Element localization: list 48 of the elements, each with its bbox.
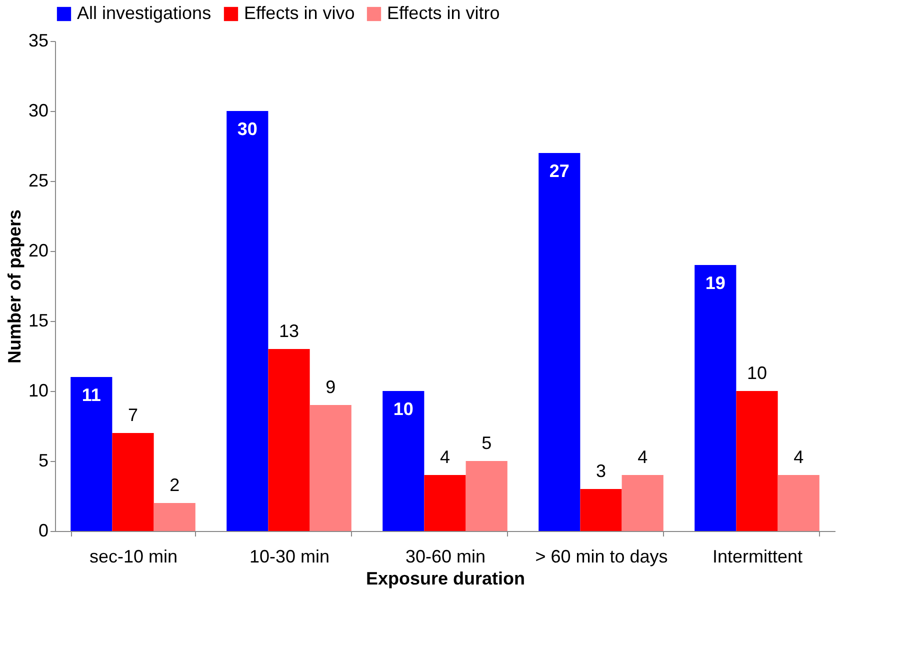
- data-label: 11: [82, 385, 101, 405]
- x-axis-title: Exposure duration: [366, 568, 526, 588]
- bar: [382, 391, 424, 531]
- y-tick-label: 0: [38, 520, 48, 540]
- bar: [112, 433, 154, 531]
- x-tick-label: 10-30 min: [249, 546, 330, 566]
- data-label: 9: [326, 377, 336, 397]
- bar: [268, 349, 310, 531]
- bar: [580, 489, 622, 531]
- bar: [466, 461, 508, 531]
- y-tick-label: 20: [28, 240, 48, 260]
- data-label: 7: [128, 405, 138, 425]
- y-tick-label: 30: [28, 100, 48, 120]
- bar: [538, 153, 580, 531]
- data-label: 13: [278, 321, 300, 341]
- y-tick-label: 15: [28, 310, 48, 330]
- y-tick-label: 10: [28, 380, 48, 400]
- bar: [226, 111, 268, 531]
- bar: [424, 475, 466, 531]
- legend-label: All investigations: [77, 3, 212, 23]
- data-label: 10: [393, 399, 414, 419]
- data-label: 4: [794, 447, 804, 467]
- y-tick-label: 5: [38, 450, 48, 470]
- bar: [778, 475, 820, 531]
- data-label: 30: [237, 119, 258, 139]
- data-label: 3: [596, 461, 606, 481]
- x-tick-label: 30-60 min: [405, 546, 486, 566]
- bar: [694, 265, 736, 531]
- data-label: 4: [440, 447, 450, 467]
- y-tick-label: 35: [28, 30, 48, 50]
- data-label: 10: [746, 363, 768, 383]
- bar: [622, 475, 664, 531]
- x-tick-label: > 60 min to days: [535, 546, 668, 566]
- x-tick-label: sec-10 min: [89, 546, 178, 566]
- legend-label: Effects in vitro: [387, 3, 500, 23]
- data-label: 27: [549, 161, 570, 181]
- y-tick-label: 25: [28, 170, 48, 190]
- y-axis-title: Number of papers: [4, 209, 24, 364]
- legend-label: Effects in vivo: [244, 3, 355, 23]
- data-label: 2: [170, 475, 180, 495]
- bar: [70, 377, 112, 531]
- bar: [310, 405, 352, 531]
- data-label: 4: [638, 447, 648, 467]
- bar: [154, 503, 196, 531]
- bar: [736, 391, 778, 531]
- data-label: 19: [705, 273, 726, 293]
- x-tick-label: Intermittent: [712, 546, 803, 566]
- data-label: 5: [482, 433, 492, 453]
